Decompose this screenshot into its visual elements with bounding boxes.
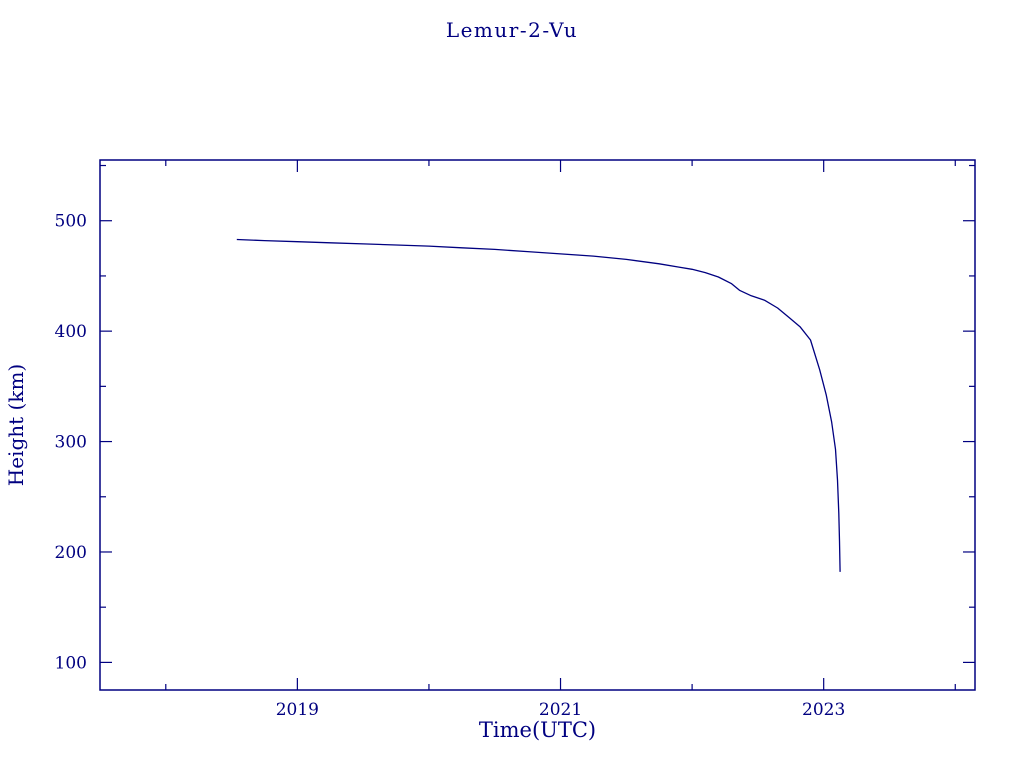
y-tick-label: 100 <box>55 653 87 673</box>
x-tick-label: 2021 <box>539 700 582 720</box>
height-decay-line <box>236 238 841 572</box>
y-tick-label: 500 <box>55 212 87 232</box>
y-tick-label: 400 <box>55 322 87 342</box>
y-tick-label: 300 <box>55 433 87 453</box>
x-axis-label: Time(UTC) <box>478 718 597 742</box>
x-tick-label: 2019 <box>276 700 319 720</box>
plot-border <box>99 159 976 691</box>
x-tick-label: 2023 <box>802 700 845 720</box>
chart-title: Lemur-2-Vu <box>445 18 579 42</box>
y-tick-label: 200 <box>55 543 87 563</box>
